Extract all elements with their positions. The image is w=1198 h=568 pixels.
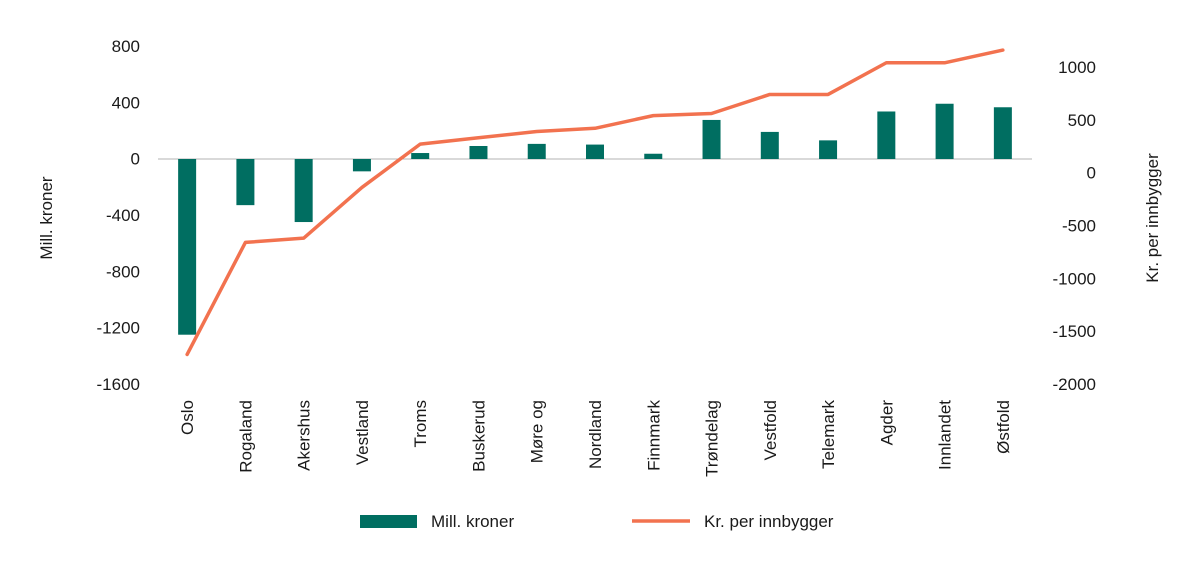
x-tick-label: Møre og — [528, 400, 547, 463]
bar — [935, 103, 954, 159]
y-tick-label: -1600 — [97, 375, 140, 394]
x-tick-label: Trøndelag — [703, 400, 722, 477]
bar — [411, 153, 430, 159]
y-tick-label: 0 — [131, 150, 140, 169]
x-tick-label: Agder — [877, 400, 896, 446]
bar — [294, 159, 313, 223]
y-tick-label: -400 — [106, 206, 140, 225]
bar — [644, 153, 663, 159]
x-tick-label: Nordland — [586, 400, 605, 469]
y2-tick-label: -500 — [1062, 217, 1096, 236]
legend-label-line: Kr. per innbygger — [704, 512, 834, 531]
bar — [760, 131, 779, 159]
legend-swatch-bar — [360, 515, 417, 528]
bar — [819, 140, 838, 159]
bar — [586, 144, 604, 159]
y-tick-label: -800 — [106, 262, 140, 281]
x-tick-label: Oslo — [178, 400, 197, 435]
y-axis-title: Mill. kroner — [37, 176, 56, 259]
x-tick-label: Telemark — [819, 400, 838, 469]
bar — [178, 159, 197, 335]
y2-tick-label: 0 — [1087, 164, 1096, 183]
x-tick-label: Finnmark — [644, 400, 663, 471]
y-tick-label: 800 — [112, 37, 140, 56]
bar — [993, 107, 1012, 159]
series-line — [185, 48, 1005, 357]
x-tick-label: Rogaland — [236, 400, 255, 473]
y2-tick-label: -1500 — [1053, 322, 1096, 341]
x-tick-label: Buskerud — [469, 400, 488, 472]
x-tick-label: Troms — [411, 400, 430, 448]
bar — [527, 143, 546, 159]
bar — [702, 119, 721, 159]
x-tick-label: Vestland — [353, 400, 372, 465]
y-tick-label: -1200 — [97, 319, 140, 338]
y2-tick-label: -1000 — [1053, 269, 1096, 288]
bar — [352, 159, 371, 172]
x-tick-label: Østfold — [994, 400, 1013, 454]
legend-label-bar: Mill. kroner — [431, 512, 514, 531]
y2-tick-label: -2000 — [1053, 375, 1096, 394]
bar — [877, 111, 896, 159]
y2-tick-label: 500 — [1068, 111, 1096, 130]
y-tick-label: 400 — [112, 93, 140, 112]
bar — [236, 159, 255, 206]
legend: Mill. kroner Kr. per innbygger — [360, 512, 834, 531]
y2-axis-title: Kr. per innbygger — [1143, 153, 1162, 283]
x-tick-label: Akershus — [295, 400, 314, 471]
x-tick-label: Vestfold — [761, 400, 780, 461]
bar — [469, 145, 488, 159]
x-tick-label: Innlandet — [936, 400, 955, 470]
y2-tick-label: 1000 — [1058, 58, 1096, 77]
